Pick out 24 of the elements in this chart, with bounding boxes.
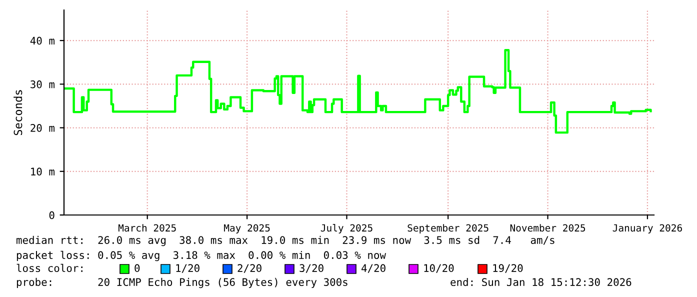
legend-label: 19/20: [493, 264, 523, 273]
legend-label: 3/20: [300, 264, 324, 273]
x-tick-label: May 2025: [224, 224, 270, 234]
text: packet loss: 0.05 % avg 3.18 % max 0.00 % min 0.03 % now: [16, 250, 386, 262]
x-tick-label: September 2025: [408, 224, 488, 234]
legend-label: 0: [134, 264, 140, 272]
legend-label: 4/20: [362, 264, 386, 273]
x-tick-label: January 2026: [612, 224, 682, 234]
legend-label: 10/20: [424, 264, 454, 273]
text: median rtt: 26.0 ms avg 38.0 ms max 19.0 ms min 23.9 ms now 3.5 ms sd 7.4 am/s: [16, 236, 554, 246]
text: probe: 20 ICMP Echo Pings (56 Bytes) every 300s: [16, 278, 348, 288]
legend-title: loss color:: [16, 264, 82, 272]
x-tick-label: November 2025: [510, 224, 586, 232]
x-tick-label: July 2025: [320, 224, 372, 234]
legend-label: 1/20: [176, 264, 200, 273]
y-tick-label: 10 m: [31, 168, 54, 176]
y-tick-label: 0: [49, 211, 54, 220]
legend-label: 2/20: [238, 264, 262, 273]
y-tick-label: 20 m: [30, 124, 54, 132]
text: end: Sun Jan 18 15:12:30 2026: [450, 278, 632, 286]
x-tick-label: March 2025: [118, 224, 176, 232]
y-tick-label: 40 m: [30, 36, 54, 45]
y-tick-label: 30 m: [30, 80, 54, 88]
y-axis-title: Seconds: [14, 90, 22, 136]
